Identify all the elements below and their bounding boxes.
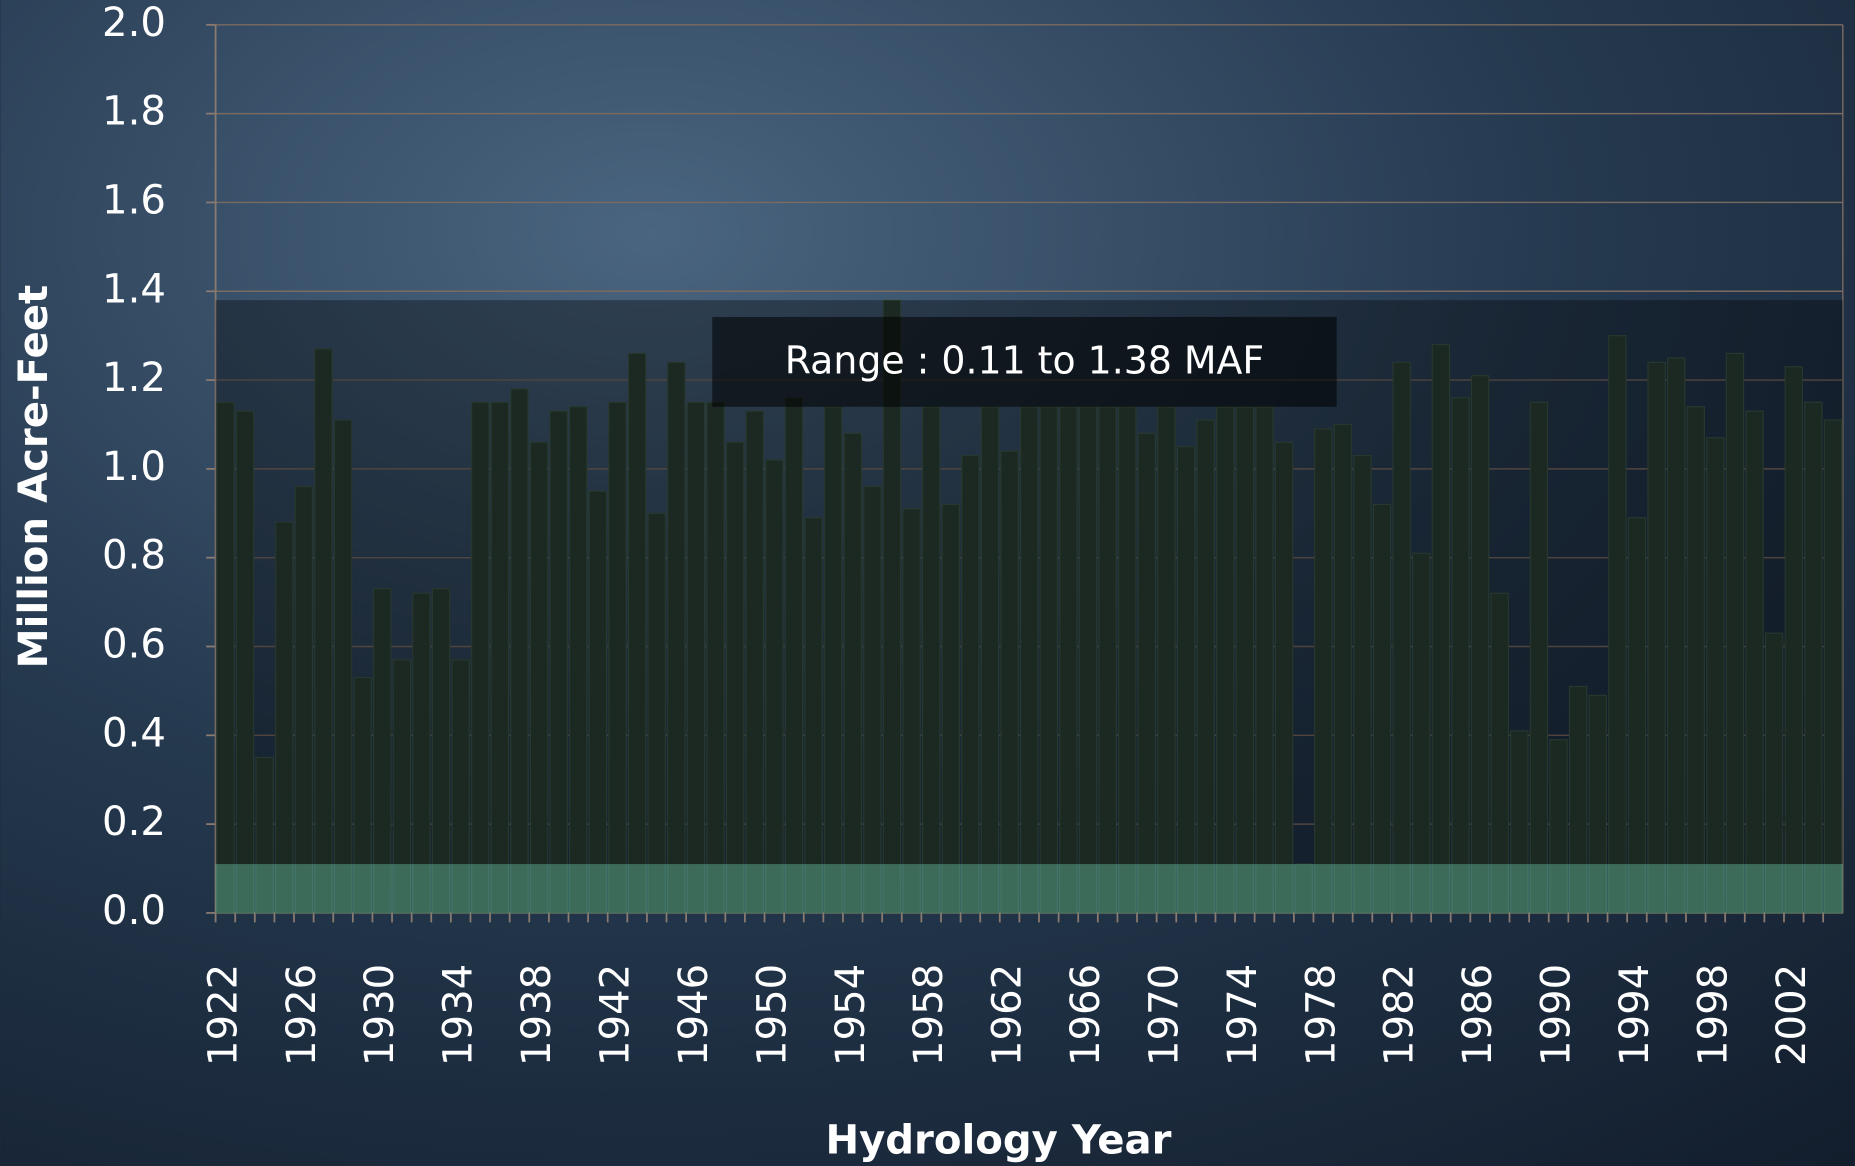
x-tick-label: 1946 [671,964,717,1066]
x-tick-label: 1970 [1141,964,1187,1066]
x-tick-label: 1974 [1220,964,1266,1066]
x-tick-label: 1942 [592,964,638,1066]
x-tick-label: 1938 [514,964,560,1066]
x-tick-label: 1986 [1455,964,1501,1066]
y-tick-label: 0.0 [102,888,166,934]
x-tick-label: 1922 [200,964,246,1066]
x-tick-label: 1954 [828,964,874,1066]
y-tick-label: 1.6 [102,177,166,223]
x-tick-label: 1978 [1298,964,1344,1066]
x-tick-label: 2002 [1769,964,1815,1066]
annotation-box [712,316,1337,407]
y-tick-label: 0.6 [102,622,166,668]
y-tick-label: 0.8 [102,533,166,579]
x-tick-label: 1994 [1612,964,1658,1066]
y-tick-label: 0.4 [102,710,166,756]
x-tick-label: 1950 [749,964,795,1066]
y-tick-label: 1.0 [102,444,166,490]
x-tick-label: 1934 [436,964,482,1066]
y-axis-label: Million Acre-Feet [11,285,57,669]
x-tick-label: 1962 [985,964,1031,1066]
y-tick-label: 1.2 [102,355,166,401]
x-tick-label: 1930 [357,964,403,1066]
x-tick-label: 1966 [1063,964,1109,1066]
y-tick-label: 2.0 [102,0,166,46]
bar [392,659,412,914]
x-tick-label: 1990 [1534,964,1580,1066]
x-tick-label: 1926 [279,964,325,1066]
y-tick-label: 0.2 [102,799,166,845]
annotation: Range : 0.11 to 1.38 MAF [785,339,1264,383]
x-tick-label: 1982 [1377,964,1423,1066]
minimum-band [215,864,1843,913]
bar [451,659,470,914]
x-tick-label: 1958 [906,964,952,1066]
y-tick-label: 1.8 [102,89,166,135]
y-tick-label: 1.4 [102,266,166,312]
x-axis-label: Hydrology Year [825,1117,1171,1163]
x-tick-label: 1998 [1690,964,1736,1066]
